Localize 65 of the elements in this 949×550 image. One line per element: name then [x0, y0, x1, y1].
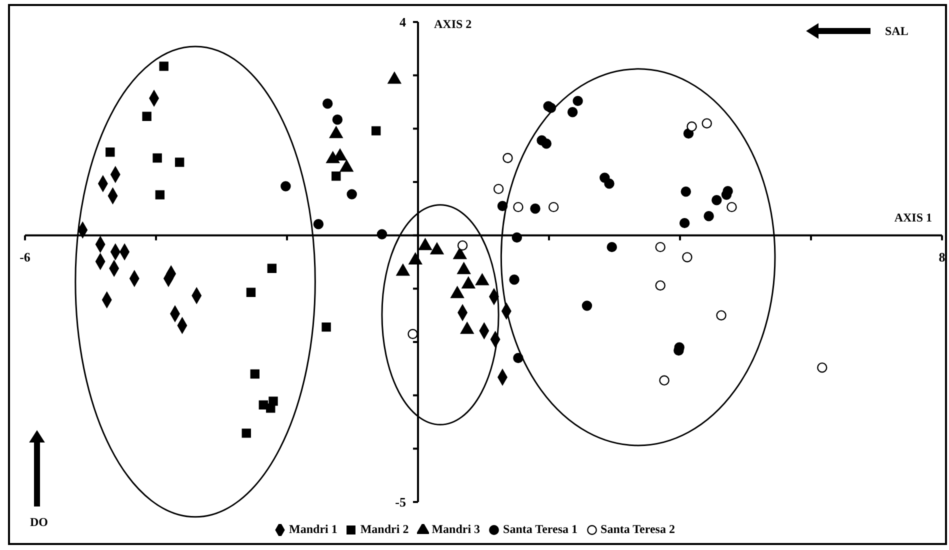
legend-label: Mandri 1 [289, 522, 338, 537]
point [712, 195, 722, 206]
legend-label: Santa Teresa 2 [600, 522, 675, 537]
point [250, 369, 260, 379]
point [376, 229, 388, 240]
point [659, 375, 670, 386]
text: DO [30, 515, 48, 529]
y-tick-label: 4 [400, 14, 406, 30]
point [817, 362, 828, 373]
point [346, 189, 357, 200]
point [106, 148, 115, 157]
point [513, 352, 524, 364]
point [322, 322, 331, 332]
point [682, 252, 692, 262]
point [572, 96, 583, 106]
point [604, 178, 614, 189]
point [567, 107, 578, 118]
point [513, 202, 524, 212]
point [686, 121, 697, 132]
point [332, 172, 341, 181]
legend-label: Santa Teresa 1 [503, 522, 578, 537]
point [152, 153, 162, 163]
point [679, 218, 690, 228]
y-axis-title: AXIS 2 [434, 17, 472, 31]
point [541, 138, 552, 149]
point [242, 428, 251, 438]
point [704, 211, 714, 222]
point [655, 242, 666, 252]
point [509, 274, 520, 285]
x-tick-label: -6 [20, 249, 31, 264]
point [267, 264, 277, 273]
y-tick-label: -5 [395, 494, 406, 510]
point [548, 202, 559, 212]
annotation: SAL [885, 24, 908, 38]
point [174, 158, 184, 167]
point [655, 280, 666, 291]
point [246, 288, 256, 297]
point [280, 181, 291, 192]
point [680, 186, 692, 197]
point [322, 98, 333, 109]
point [582, 300, 592, 311]
point [408, 328, 418, 340]
point [155, 190, 165, 200]
point [371, 126, 381, 136]
point [457, 240, 468, 251]
point [726, 202, 737, 212]
point [702, 118, 712, 128]
point [493, 184, 504, 194]
point [606, 242, 617, 252]
point [497, 200, 508, 212]
x-tick-label: 8 [938, 249, 946, 264]
point [142, 112, 152, 121]
x-axis-title: AXIS 1 [894, 210, 932, 224]
point [502, 152, 513, 164]
point [546, 102, 556, 113]
point [266, 404, 276, 413]
point [159, 62, 168, 71]
legend-label: Mandri 2 [360, 522, 409, 537]
point [313, 219, 324, 230]
point [716, 310, 726, 320]
point [332, 114, 343, 125]
point [721, 190, 732, 200]
legend-label: Mandri 3 [432, 522, 480, 537]
point [530, 204, 540, 214]
point [512, 232, 522, 243]
